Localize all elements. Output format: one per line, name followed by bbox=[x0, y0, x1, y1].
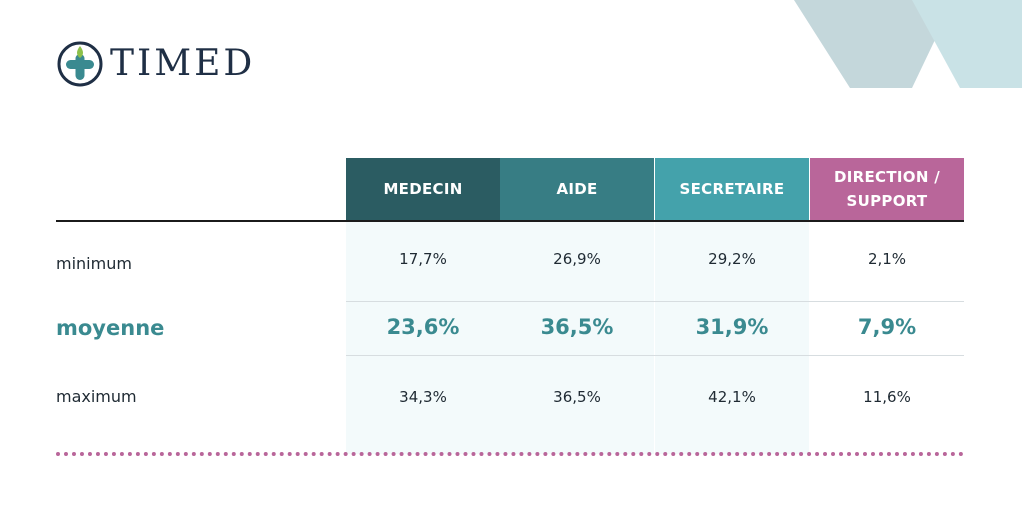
row-label-minimum: minimum bbox=[56, 254, 132, 273]
column-band-aide bbox=[500, 220, 654, 454]
cell-moyenne-medecin: 23,6% bbox=[386, 315, 460, 339]
brand-name: TIMED bbox=[110, 43, 256, 84]
row-divider bbox=[346, 355, 964, 356]
row-divider bbox=[346, 301, 964, 302]
cell-minimum-direction: 2,1% bbox=[867, 250, 907, 268]
cell-minimum-medecin: 17,7% bbox=[399, 250, 447, 268]
cell-maximum-medecin: 34,3% bbox=[399, 388, 447, 406]
cell-maximum-secretaire: 42,1% bbox=[708, 388, 756, 406]
brand-logo: TIMED bbox=[56, 40, 255, 88]
cell-minimum-secretaire: 29,2% bbox=[708, 250, 756, 268]
dotted-divider bbox=[56, 452, 964, 456]
column-header-aide: AIDE bbox=[500, 158, 654, 220]
medical-cross-logo-icon bbox=[57, 41, 103, 87]
cell-minimum-aide: 26,9% bbox=[553, 250, 601, 268]
column-header-secretaire: SECRETAIRE bbox=[655, 158, 809, 220]
cell-moyenne-secretaire: 31,9% bbox=[695, 315, 769, 339]
column-band-direction bbox=[810, 220, 964, 454]
column-header-direction-support: DIRECTION / SUPPORT bbox=[810, 158, 964, 220]
cell-moyenne-aide: 36,5% bbox=[540, 315, 614, 339]
column-band-secretaire bbox=[655, 220, 809, 454]
cell-moyenne-direction: 7,9% bbox=[857, 315, 917, 339]
statistics-table: MEDECIN AIDE SECRETAIRE DIRECTION / SUPP… bbox=[56, 158, 964, 454]
header-divider bbox=[56, 220, 964, 222]
row-label-maximum: maximum bbox=[56, 387, 137, 406]
decorative-shapes bbox=[794, 0, 1022, 88]
column-header-medecin: MEDECIN bbox=[346, 158, 500, 220]
column-band-medecin bbox=[346, 220, 500, 454]
cell-maximum-direction: 11,6% bbox=[863, 388, 911, 406]
row-label-moyenne: moyenne bbox=[56, 316, 165, 340]
cell-maximum-aide: 36,5% bbox=[553, 388, 601, 406]
